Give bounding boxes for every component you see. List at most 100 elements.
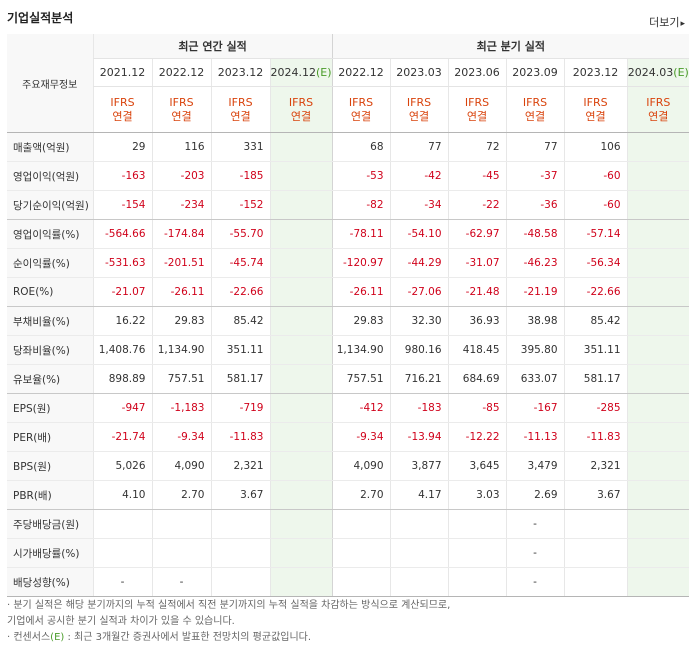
table-cell [626, 190, 690, 220]
table-cell: -82 [331, 190, 391, 220]
table-cell: -48.58 [505, 219, 565, 249]
table-cell: -44.29 [389, 248, 449, 278]
table-cell: - [505, 567, 565, 597]
ifrs-line: IFRS [464, 95, 490, 109]
corner-header: 주요재무정보 [7, 34, 93, 133]
table-cell: 581.17 [210, 364, 270, 394]
period-label: 2022.12 [158, 66, 205, 79]
row-label: 당좌비율(%) [7, 335, 93, 365]
period-header: 2022.12 [151, 58, 211, 87]
table-cell: -9.34 [331, 422, 391, 452]
period-header: 2024.12(E) [269, 58, 333, 87]
table-cell: -120.97 [331, 248, 391, 278]
table-cell [389, 567, 449, 597]
table-cell: -167 [505, 393, 565, 423]
consolidated-line: 연결 [648, 109, 669, 123]
table-cell [626, 277, 690, 307]
table-cell [626, 393, 690, 423]
table-cell: -1,183 [151, 393, 211, 423]
table-cell: 16.22 [92, 306, 152, 336]
table-row: 영업이익(억원) -163 -203 -185 -53 -42 -45 -37 -60 [7, 161, 690, 191]
table-cell [269, 567, 333, 597]
row-label: 시가배당률(%) [7, 538, 93, 568]
table-cell: -34 [389, 190, 449, 220]
table-cell: 2,321 [210, 451, 270, 481]
table-cell: 116 [151, 132, 211, 162]
table-cell [269, 335, 333, 365]
table-cell: -27.06 [389, 277, 449, 307]
ifrs-line: IFRS [228, 95, 253, 109]
financial-summary-table-wrap: 주요재무정보 최근 연간 실적 최근 분기 실적 2021.12 2022.12 2… [7, 34, 690, 597]
consolidated-line: 연결 [171, 109, 192, 123]
table-cell [626, 451, 690, 481]
table-cell [269, 364, 333, 394]
table-cell: - [505, 509, 565, 539]
period-label: 2023.12 [217, 66, 264, 79]
table-cell: 633.07 [505, 364, 565, 394]
ifrs-line: IFRS [348, 95, 374, 109]
footnote-quarterly-cont: 기업에서 공시한 분기 실적과 차이가 있을 수 있습니다. [7, 616, 235, 627]
table-cell [269, 161, 333, 191]
table-cell: -55.70 [210, 219, 270, 249]
table-cell: 2.70 [331, 480, 391, 510]
table-cell: 1,408.76 [92, 335, 152, 365]
table-cell: -60 [563, 190, 628, 220]
period-label: 2022.12 [338, 66, 384, 79]
table-cell: -57.14 [563, 219, 628, 249]
table-cell [269, 393, 333, 423]
table-cell: -947 [92, 393, 152, 423]
table-row: 순이익률(%) -531.63 -201.51 -45.74 -120.97 -44.29… [7, 248, 690, 278]
ifrs-basis-label: IFRS 연결 [269, 86, 333, 133]
row-label: EPS(원) [7, 393, 93, 423]
table-cell: -62.97 [447, 219, 507, 249]
table-cell: 4.17 [389, 480, 449, 510]
ifrs-basis-label: IFRS 연결 [447, 86, 507, 133]
consolidated-line: 연결 [466, 109, 488, 123]
consolidated-line: 연결 [350, 109, 372, 123]
ifrs-line: IFRS [583, 95, 608, 109]
table-cell: -154 [92, 190, 152, 220]
table-cell [389, 509, 449, 539]
table-cell: 32.30 [389, 306, 449, 336]
more-link[interactable]: 더보기▸ [649, 14, 685, 30]
table-row: BPS(원) 5,026 4,090 2,321 4,090 3,877 3,645 3,47… [7, 451, 690, 481]
table-cell: -45 [447, 161, 507, 191]
table-cell [447, 509, 507, 539]
row-label: 당기순이익(억원) [7, 190, 93, 220]
table-cell: 38.98 [505, 306, 565, 336]
table-cell: 1,134.90 [151, 335, 211, 365]
period-label: 2023.12 [572, 66, 619, 79]
table-cell: 77 [389, 132, 449, 162]
table-cell [563, 509, 628, 539]
period-label: 2021.12 [99, 66, 146, 79]
table-cell: 85.42 [563, 306, 628, 336]
table-cell: -12.22 [447, 422, 507, 452]
table-row: 당좌비율(%) 1,408.76 1,134.90 351.11 1,134.90 980… [7, 335, 690, 365]
table-cell: 77 [505, 132, 565, 162]
row-label: ROE(%) [7, 277, 93, 307]
table-cell: -21.19 [505, 277, 565, 307]
period-header: 2021.12 [92, 58, 152, 87]
table-cell: -37 [505, 161, 565, 191]
table-cell: -22.66 [563, 277, 628, 307]
chevron-right-icon: ▸ [680, 19, 685, 29]
period-header: 2023.03 [389, 58, 449, 87]
table-cell: 4.10 [92, 480, 152, 510]
ifrs-line: IFRS [522, 95, 548, 109]
ifrs-line: IFRS [646, 95, 671, 109]
table-cell [269, 538, 333, 568]
table-cell: - [505, 538, 565, 568]
period-header: 2023.12 [210, 58, 270, 87]
row-label: 매출액(억원) [7, 132, 93, 162]
table-cell [269, 132, 333, 162]
table-cell: 418.45 [447, 335, 507, 365]
table-cell: -13.94 [389, 422, 449, 452]
table-cell [331, 538, 391, 568]
table-cell: 3,645 [447, 451, 507, 481]
table-cell: 716.21 [389, 364, 449, 394]
table-cell [151, 509, 211, 539]
table-cell: -22 [447, 190, 507, 220]
table-cell: -203 [151, 161, 211, 191]
table-cell: 684.69 [447, 364, 507, 394]
period-label: 2023.09 [512, 66, 558, 79]
